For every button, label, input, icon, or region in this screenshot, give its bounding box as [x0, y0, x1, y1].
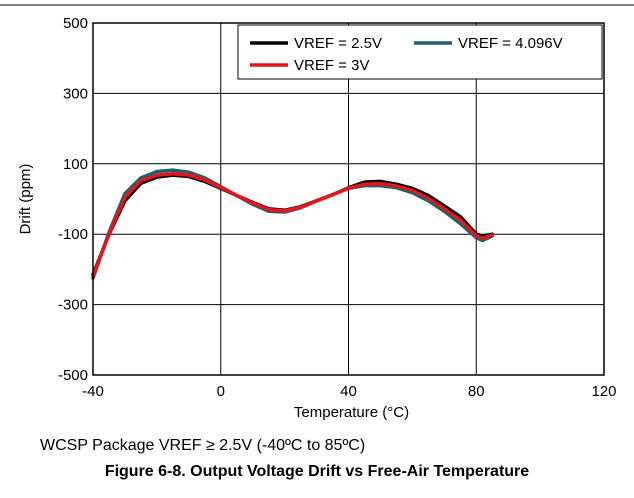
series-line-vref-4-096v: [91, 168, 494, 280]
x-tick-label-0: 0: [217, 383, 225, 400]
grid-lines: [93, 23, 604, 375]
y-tick-label-500: 500: [63, 15, 88, 32]
x-tick-label-40: 40: [340, 383, 357, 400]
chart-caption: WCSP Package VREF ≥ 2.5V (-40ºC to 85ºC): [40, 437, 366, 454]
series-lines: [91, 168, 494, 280]
y-tick-label-100: -100: [58, 226, 88, 243]
x-tick-label-40: -40: [82, 383, 104, 400]
x-tick-label-120: 120: [591, 383, 616, 400]
top-rule: [0, 4, 634, 6]
legend-label-vref-2-5v: VREF = 2.5V: [294, 35, 382, 52]
x-axis-title: Temperature (°C): [294, 404, 409, 421]
legend-label-vref-3v: VREF = 3V: [294, 57, 369, 74]
y-tick-label-100: 100: [63, 156, 88, 173]
y-axis-title: Drift (ppm): [17, 164, 34, 235]
series-line-vref-2-5v: [91, 173, 494, 277]
y-tick-label-300: -300: [58, 297, 88, 314]
drift-chart: -40 0 40 80 120 -500 -300 -100 100 300 500 Tempera…: [17, 15, 617, 421]
series-line-vref-3v: [91, 171, 494, 279]
tick-labels: -40 0 40 80 120 -500 -300 -100 100 300 500: [58, 15, 617, 400]
plot-frame: [92, 22, 605, 376]
x-tick-label-80: 80: [468, 383, 485, 400]
legend: VREF = 2.5V VREF = 4.096V VREF = 3V: [237, 24, 603, 80]
figure-title: Figure 6-8. Output Voltage Drift vs Free…: [104, 463, 530, 480]
y-tick-label-500: -500: [58, 367, 88, 384]
legend-label-vref-4-096v: VREF = 4.096V: [458, 35, 563, 52]
legend-box: [237, 24, 603, 80]
y-tick-label-300: 300: [63, 85, 88, 102]
